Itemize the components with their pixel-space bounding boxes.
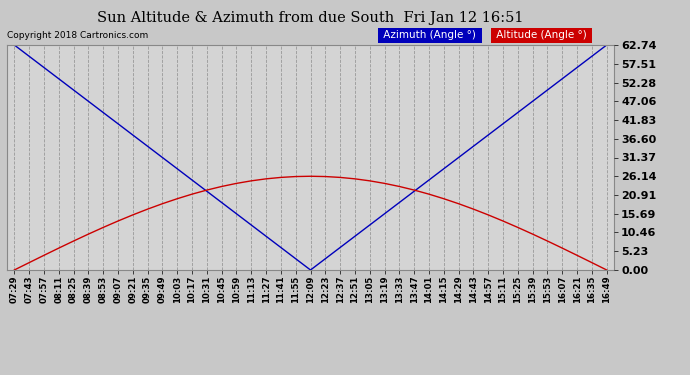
Text: Altitude (Angle °): Altitude (Angle °) <box>493 30 590 40</box>
Text: Sun Altitude & Azimuth from due South  Fri Jan 12 16:51: Sun Altitude & Azimuth from due South Fr… <box>97 11 524 25</box>
Text: Azimuth (Angle °): Azimuth (Angle °) <box>380 30 480 40</box>
Text: Copyright 2018 Cartronics.com: Copyright 2018 Cartronics.com <box>7 32 148 40</box>
